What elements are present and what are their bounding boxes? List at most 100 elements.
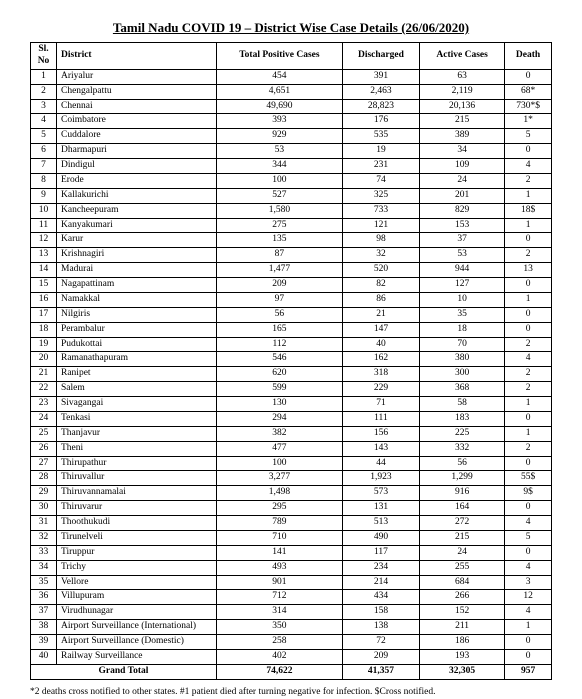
cell-active: 70 bbox=[420, 337, 505, 352]
cell-death: 4 bbox=[505, 605, 552, 620]
table-row: 39Airport Surveillance (Domestic)2587218… bbox=[31, 635, 552, 650]
cell-district: Thiruvarur bbox=[57, 501, 217, 516]
cell-active: 56 bbox=[420, 456, 505, 471]
cell-discharged: 318 bbox=[342, 367, 419, 382]
cell-positive: 350 bbox=[217, 620, 343, 635]
cell-death: 4 bbox=[505, 159, 552, 174]
cell-death: 2 bbox=[505, 248, 552, 263]
cell-death: 0 bbox=[505, 144, 552, 159]
cell-death: 12 bbox=[505, 590, 552, 605]
cell-sl: 40 bbox=[31, 649, 57, 664]
cell-positive: 599 bbox=[217, 382, 343, 397]
cell-discharged: 513 bbox=[342, 516, 419, 531]
table-row: 25Thanjavur3821562251 bbox=[31, 426, 552, 441]
cell-discharged: 19 bbox=[342, 144, 419, 159]
table-row: 38Airport Surveillance (International)35… bbox=[31, 620, 552, 635]
cell-positive: 712 bbox=[217, 590, 343, 605]
cell-positive: 4,651 bbox=[217, 84, 343, 99]
table-row: 17Nilgiris5621350 bbox=[31, 307, 552, 322]
cell-sl: 11 bbox=[31, 218, 57, 233]
cell-district: Thirupathur bbox=[57, 456, 217, 471]
cell-sl: 24 bbox=[31, 411, 57, 426]
cell-district: Karur bbox=[57, 233, 217, 248]
cell-sl: 25 bbox=[31, 426, 57, 441]
cell-district: Trichy bbox=[57, 560, 217, 575]
table-row: 36Villupuram71243426612 bbox=[31, 590, 552, 605]
table-row: 18Perambalur165147180 bbox=[31, 322, 552, 337]
cell-district: Tenkasi bbox=[57, 411, 217, 426]
cell-district: Coimbatore bbox=[57, 114, 217, 129]
cell-sl: 12 bbox=[31, 233, 57, 248]
cell-active: 2,119 bbox=[420, 84, 505, 99]
cell-active: 201 bbox=[420, 188, 505, 203]
cell-death: 18$ bbox=[505, 203, 552, 218]
table-row: 6Dharmapuri5319340 bbox=[31, 144, 552, 159]
cell-discharged: 117 bbox=[342, 545, 419, 560]
cell-active: 380 bbox=[420, 352, 505, 367]
cell-active: 127 bbox=[420, 278, 505, 293]
cell-death: 3 bbox=[505, 575, 552, 590]
cell-positive: 929 bbox=[217, 129, 343, 144]
cell-positive: 454 bbox=[217, 69, 343, 84]
cell-positive: 620 bbox=[217, 367, 343, 382]
cell-sl: 7 bbox=[31, 159, 57, 174]
cell-positive: 393 bbox=[217, 114, 343, 129]
cell-district: Tirunelveli bbox=[57, 530, 217, 545]
cell-sl: 31 bbox=[31, 516, 57, 531]
cell-active: 24 bbox=[420, 545, 505, 560]
cell-positive: 1,477 bbox=[217, 263, 343, 278]
cell-district: Chennai bbox=[57, 99, 217, 114]
cell-active: 255 bbox=[420, 560, 505, 575]
cell-death: 68* bbox=[505, 84, 552, 99]
cell-active: 215 bbox=[420, 530, 505, 545]
table-row: 21Ranipet6203183002 bbox=[31, 367, 552, 382]
cell-positive: 901 bbox=[217, 575, 343, 590]
table-row: 8Erode10074242 bbox=[31, 173, 552, 188]
cell-district: Salem bbox=[57, 382, 217, 397]
cell-death: 4 bbox=[505, 352, 552, 367]
cell-active: 164 bbox=[420, 501, 505, 516]
cell-discharged: 147 bbox=[342, 322, 419, 337]
cell-sl: 8 bbox=[31, 173, 57, 188]
cell-sl: 35 bbox=[31, 575, 57, 590]
cell-death: 0 bbox=[505, 411, 552, 426]
cell-sl: 1 bbox=[31, 69, 57, 84]
cell-death: 2 bbox=[505, 337, 552, 352]
cell-discharged: 138 bbox=[342, 620, 419, 635]
cell-discharged: 156 bbox=[342, 426, 419, 441]
table-row: 12Karur13598370 bbox=[31, 233, 552, 248]
cell-active: 58 bbox=[420, 397, 505, 412]
cell-discharged: 131 bbox=[342, 501, 419, 516]
cell-district: Airport Surveillance (International) bbox=[57, 620, 217, 635]
cell-death: 2 bbox=[505, 382, 552, 397]
table-row: 16Namakkal9786101 bbox=[31, 292, 552, 307]
cell-active: 300 bbox=[420, 367, 505, 382]
cell-district: Pudukottai bbox=[57, 337, 217, 352]
cell-discharged: 573 bbox=[342, 486, 419, 501]
cell-district: Erode bbox=[57, 173, 217, 188]
cell-positive: 275 bbox=[217, 218, 343, 233]
cell-discharged: 72 bbox=[342, 635, 419, 650]
cell-positive: 165 bbox=[217, 322, 343, 337]
cell-sl: 37 bbox=[31, 605, 57, 620]
cell-district: Krishnagiri bbox=[57, 248, 217, 263]
cell-sl: 29 bbox=[31, 486, 57, 501]
cell-death: 1 bbox=[505, 397, 552, 412]
cell-positive: 344 bbox=[217, 159, 343, 174]
cell-sl: 30 bbox=[31, 501, 57, 516]
cell-sl: 15 bbox=[31, 278, 57, 293]
cell-active: 53 bbox=[420, 248, 505, 263]
cell-discharged: 176 bbox=[342, 114, 419, 129]
cell-district: Sivagangai bbox=[57, 397, 217, 412]
cell-active: 63 bbox=[420, 69, 505, 84]
cell-death: 1 bbox=[505, 426, 552, 441]
report-title: Tamil Nadu COVID 19 – District Wise Case… bbox=[30, 20, 552, 36]
cell-discharged: 32 bbox=[342, 248, 419, 263]
cell-death: 730*$ bbox=[505, 99, 552, 114]
cell-active: 153 bbox=[420, 218, 505, 233]
cell-positive: 477 bbox=[217, 441, 343, 456]
cell-active: 20,136 bbox=[420, 99, 505, 114]
grand-total-label: Grand Total bbox=[31, 664, 217, 679]
cell-district: Kanyakumari bbox=[57, 218, 217, 233]
table-row: 28Thiruvallur3,2771,9231,29955$ bbox=[31, 471, 552, 486]
